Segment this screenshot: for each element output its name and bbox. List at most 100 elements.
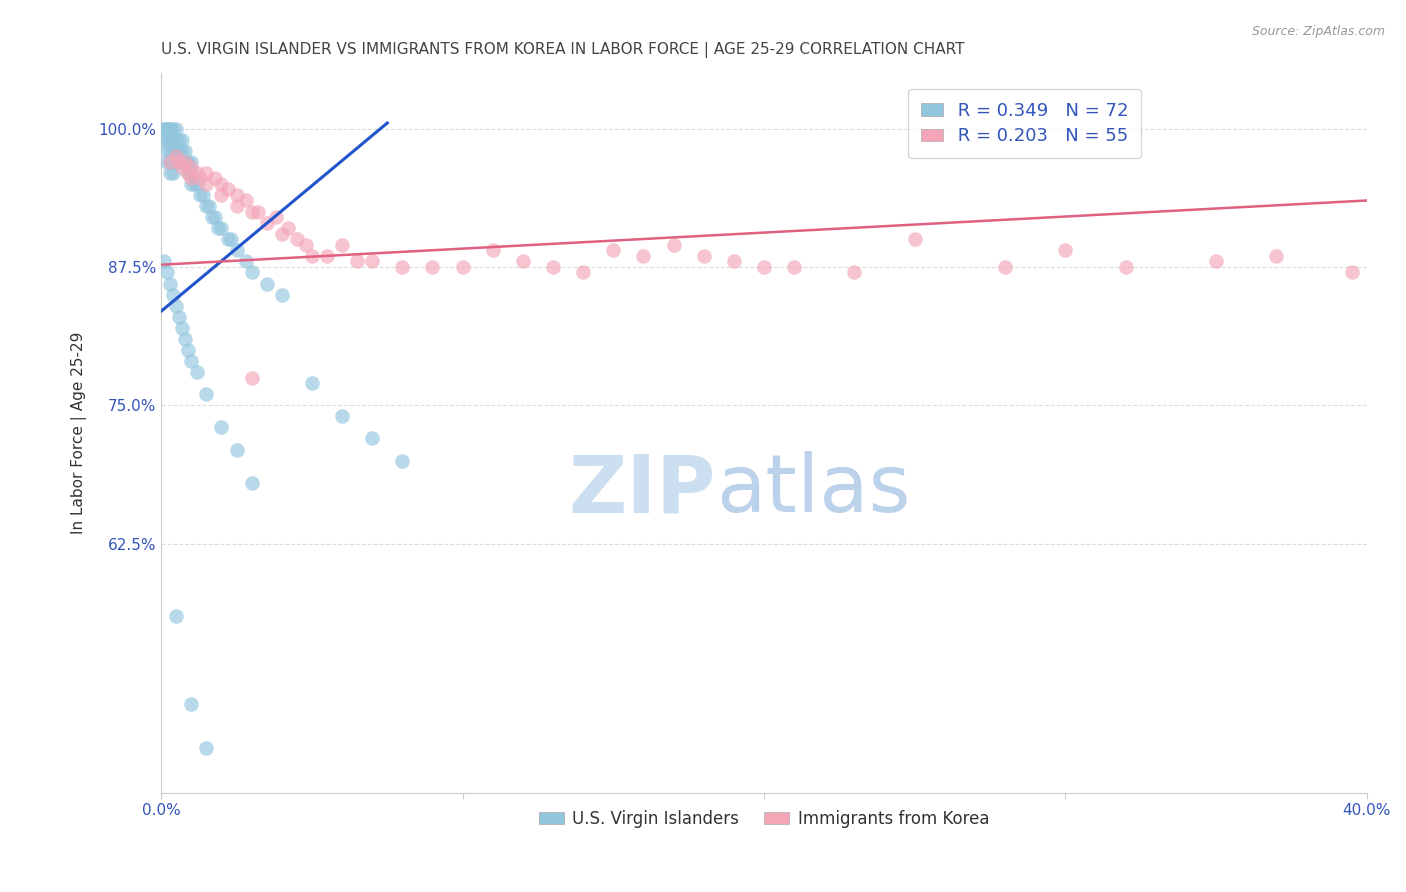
Point — [1205, 254, 1227, 268]
Point — [159, 121, 181, 136]
Point — [159, 154, 181, 169]
Point — [1054, 244, 1077, 258]
Point — [391, 260, 413, 274]
Point — [174, 144, 197, 158]
Point — [1340, 265, 1362, 279]
Point — [177, 166, 200, 180]
Point — [165, 133, 187, 147]
Point — [240, 370, 263, 384]
Point — [219, 232, 242, 246]
Legend: U.S. Virgin Islanders, Immigrants from Korea: U.S. Virgin Islanders, Immigrants from K… — [533, 804, 995, 835]
Point — [330, 237, 353, 252]
Point — [190, 188, 212, 202]
Point — [246, 204, 269, 219]
Point — [512, 254, 534, 268]
Point — [602, 244, 624, 258]
Point — [190, 171, 212, 186]
Point — [180, 697, 202, 711]
Point — [153, 121, 176, 136]
Point — [165, 121, 187, 136]
Point — [180, 166, 202, 180]
Point — [159, 166, 181, 180]
Point — [211, 221, 233, 235]
Point — [225, 244, 247, 258]
Point — [180, 171, 202, 186]
Point — [451, 260, 474, 274]
Point — [174, 154, 197, 169]
Point — [240, 265, 263, 279]
Point — [264, 210, 287, 224]
Point — [207, 221, 229, 235]
Point — [165, 149, 187, 163]
Point — [572, 265, 595, 279]
Point — [295, 237, 318, 252]
Point — [752, 260, 775, 274]
Point — [162, 133, 184, 147]
Point — [201, 210, 224, 224]
Point — [195, 741, 218, 756]
Point — [904, 232, 927, 246]
Point — [240, 204, 263, 219]
Point — [180, 177, 202, 191]
Point — [169, 310, 191, 324]
Point — [156, 133, 179, 147]
Point — [156, 121, 179, 136]
Point — [277, 221, 299, 235]
Point — [195, 166, 218, 180]
Point — [481, 244, 503, 258]
Point — [162, 154, 184, 169]
Point — [235, 254, 257, 268]
Point — [217, 182, 239, 196]
Point — [225, 188, 247, 202]
Text: ZIP: ZIP — [568, 451, 716, 530]
Text: atlas: atlas — [716, 451, 910, 530]
Point — [174, 332, 197, 346]
Point — [172, 161, 194, 175]
Point — [186, 177, 208, 191]
Point — [186, 166, 208, 180]
Point — [177, 343, 200, 357]
Point — [195, 387, 218, 401]
Point — [422, 260, 444, 274]
Point — [172, 320, 194, 334]
Point — [204, 210, 226, 224]
Point — [169, 154, 191, 169]
Point — [180, 154, 202, 169]
Text: U.S. VIRGIN ISLANDER VS IMMIGRANTS FROM KOREA IN LABOR FORCE | AGE 25-29 CORRELA: U.S. VIRGIN ISLANDER VS IMMIGRANTS FROM … — [162, 42, 965, 58]
Point — [994, 260, 1017, 274]
Point — [172, 154, 194, 169]
Point — [211, 188, 233, 202]
Point — [301, 376, 323, 391]
Point — [165, 299, 187, 313]
Y-axis label: In Labor Force | Age 25-29: In Labor Force | Age 25-29 — [72, 332, 87, 534]
Point — [844, 265, 866, 279]
Point — [159, 121, 181, 136]
Point — [240, 475, 263, 490]
Point — [316, 249, 339, 263]
Point — [172, 144, 194, 158]
Point — [285, 232, 308, 246]
Point — [186, 365, 208, 379]
Point — [211, 420, 233, 434]
Point — [256, 216, 278, 230]
Point — [169, 144, 191, 158]
Point — [198, 199, 221, 213]
Point — [162, 144, 184, 158]
Point — [174, 154, 197, 169]
Point — [193, 188, 215, 202]
Point — [162, 287, 184, 301]
Point — [162, 166, 184, 180]
Point — [391, 453, 413, 467]
Point — [1265, 249, 1288, 263]
Point — [156, 154, 179, 169]
Point — [162, 121, 184, 136]
Point — [177, 154, 200, 169]
Point — [165, 144, 187, 158]
Point — [156, 121, 179, 136]
Point — [361, 432, 384, 446]
Point — [256, 277, 278, 291]
Point — [195, 199, 218, 213]
Point — [211, 177, 233, 191]
Point — [159, 277, 181, 291]
Point — [169, 154, 191, 169]
